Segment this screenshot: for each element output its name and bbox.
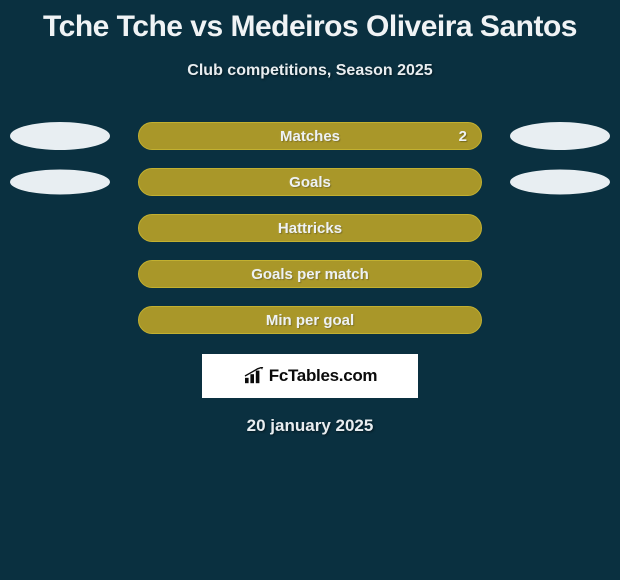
left-value-ellipse xyxy=(10,122,110,150)
stat-pill: Goals xyxy=(138,168,482,196)
page-title: Tche Tche vs Medeiros Oliveira Santos xyxy=(0,0,620,44)
stat-label: Goals per match xyxy=(139,261,481,289)
logo-box: FcTables.com xyxy=(202,354,418,398)
right-value-ellipse xyxy=(510,170,610,195)
stat-value-right: 2 xyxy=(459,123,467,151)
stat-label: Goals xyxy=(139,169,481,197)
stat-pill: Matches2 xyxy=(138,122,482,150)
stat-row: Goals xyxy=(0,168,620,196)
stat-row: Hattricks xyxy=(0,214,620,242)
stat-row: Matches2 xyxy=(0,122,620,150)
subtitle: Club competitions, Season 2025 xyxy=(0,62,620,80)
stat-pill: Min per goal xyxy=(138,306,482,334)
logo-text: FcTables.com xyxy=(269,366,378,386)
date-label: 20 january 2025 xyxy=(0,416,620,436)
bar-chart-icon xyxy=(243,367,265,385)
comparison-infographic: Tche Tche vs Medeiros Oliveira Santos Cl… xyxy=(0,0,620,580)
stat-pill: Hattricks xyxy=(138,214,482,242)
stat-pill: Goals per match xyxy=(138,260,482,288)
left-value-ellipse xyxy=(10,170,110,195)
stat-label: Matches xyxy=(139,123,481,151)
stat-row: Min per goal xyxy=(0,306,620,334)
right-value-ellipse xyxy=(510,122,610,150)
stat-rows: Matches2 Goals Hattricks Goals per match Min… xyxy=(0,122,620,334)
stat-row: Goals per match xyxy=(0,260,620,288)
stat-label: Min per goal xyxy=(139,307,481,335)
stat-label: Hattricks xyxy=(139,215,481,243)
